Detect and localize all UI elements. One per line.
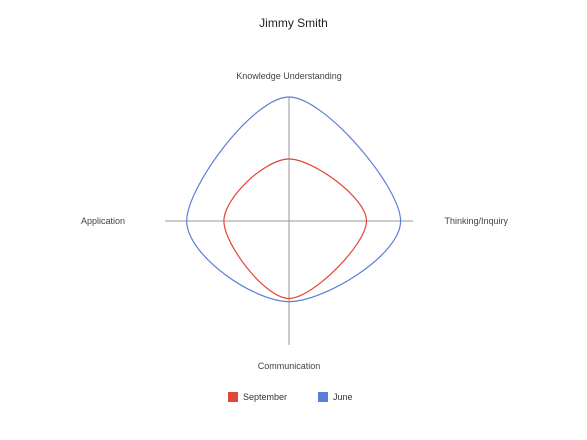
axis-label-communication: Communication — [258, 361, 321, 371]
radar-axes — [165, 97, 413, 345]
legend-swatch-september — [228, 392, 238, 402]
axis-label-thinking-inquiry: Thinking/Inquiry — [444, 216, 508, 226]
legend-label-june: June — [333, 392, 353, 402]
chart-title: Jimmy Smith — [259, 16, 328, 30]
series-september-outline — [223, 158, 368, 300]
legend-label-september: September — [243, 392, 287, 402]
legend-swatch-june — [318, 392, 328, 402]
axis-label-knowledge-understanding: Knowledge Understanding — [236, 71, 342, 81]
axis-label-application: Application — [81, 216, 125, 226]
radar-series — [186, 96, 402, 303]
chart-legend: September June — [228, 392, 353, 402]
series-june-outline — [186, 96, 402, 303]
